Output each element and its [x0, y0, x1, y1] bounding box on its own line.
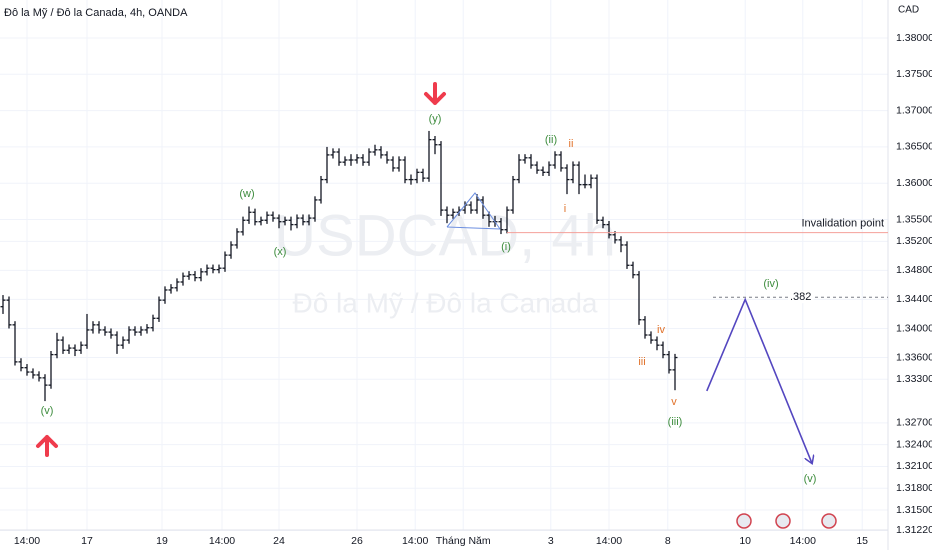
x-tick-label: 15 [856, 535, 868, 547]
y-tick-label: 1.32700 [896, 417, 932, 429]
up-arrow [36, 435, 58, 457]
wave-label: iv [657, 324, 665, 336]
pattern-line [446, 192, 501, 230]
axis-unit: CAD [898, 5, 919, 16]
watermark: USDCAD, 4h [274, 203, 616, 268]
x-tick-label: 3 [548, 535, 554, 547]
pattern-line [446, 226, 501, 230]
wave-label: (y) [429, 113, 442, 125]
y-tick-label: 1.33600 [896, 351, 932, 363]
wave-label: v [671, 396, 677, 408]
y-tick-label: 1.34800 [896, 264, 932, 276]
wave-label: (iii) [668, 416, 683, 428]
wave-label: iii [638, 356, 645, 368]
wave-label: (v) [804, 473, 817, 485]
event-flag[interactable] [821, 513, 837, 529]
level-label-bg [788, 291, 814, 304]
chart-title: Đô la Mỹ / Đô la Canada, 4h, OANDA [4, 7, 188, 19]
y-tick-label: 1.36000 [896, 177, 932, 189]
y-tick-label: 1.34400 [896, 293, 932, 305]
y-tick-label: 1.36500 [896, 141, 932, 153]
level-label: Invalidation point [801, 218, 884, 230]
down-arrow [424, 82, 446, 105]
x-tick-label: 10 [739, 535, 751, 547]
wave-label: (i) [501, 241, 511, 253]
x-tick-label: 8 [665, 535, 671, 547]
y-tick-label: 1.31500 [896, 504, 932, 516]
x-tick-label: 14:00 [402, 535, 428, 547]
wave-label: (iv) [763, 278, 778, 290]
projection-line [706, 297, 812, 462]
wave-label: (ii) [545, 134, 557, 146]
y-tick-label: 1.31220 [896, 524, 932, 536]
y-tick-label: 1.32400 [896, 438, 932, 450]
y-tick-label: 1.33300 [896, 373, 932, 385]
x-tick-label: 14:00 [596, 535, 622, 547]
x-tick-label: Tháng Năm [436, 535, 491, 547]
y-tick-label: 1.32100 [896, 460, 932, 472]
wave-label: (x) [274, 246, 287, 258]
event-flag[interactable] [775, 513, 791, 529]
y-tick-label: 1.35500 [896, 213, 932, 225]
wave-label: (v) [41, 405, 54, 417]
plot [0, 130, 678, 402]
x-tick-label: 14:00 [14, 535, 40, 547]
y-tick-label: 1.34000 [896, 322, 932, 334]
x-tick-label: 26 [351, 535, 363, 547]
y-tick-label: 1.37000 [896, 104, 932, 116]
y-tick-label: 1.35200 [896, 235, 932, 247]
y-tick-label: 1.31800 [896, 482, 932, 494]
wave-label: i [564, 203, 566, 215]
x-tick-label: 24 [273, 535, 285, 547]
wave-label: (w) [239, 188, 254, 200]
y-tick-label: 1.37500 [896, 68, 932, 80]
event-flag[interactable] [736, 513, 752, 529]
watermark-subtitle: Đô la Mỹ / Đô la Canada [292, 287, 597, 318]
wave-label: ii [569, 138, 574, 150]
x-tick-label: 14:00 [790, 535, 816, 547]
x-tick-label: 19 [156, 535, 168, 547]
event-flags [736, 513, 837, 529]
x-tick-label: 14:00 [209, 535, 235, 547]
x-tick-label: 17 [81, 535, 93, 547]
level-label: .382 [790, 291, 811, 303]
y-tick-label: 1.38000 [896, 32, 932, 44]
